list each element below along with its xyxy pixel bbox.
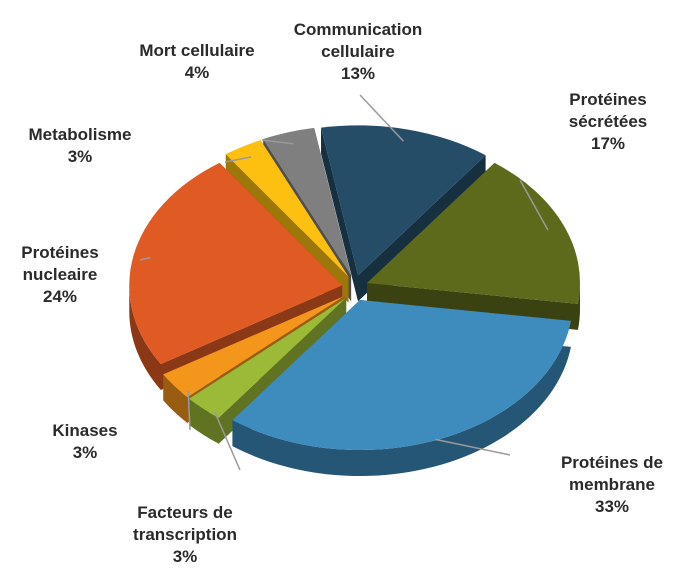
slice-label: Metabolisme 3% (5, 124, 155, 168)
leader-line (519, 179, 549, 231)
value-label: 3% (67, 147, 93, 166)
value-label: 33% (594, 497, 630, 516)
slice-label: Protéines sécrétées 17% (533, 89, 680, 155)
slice (188, 297, 347, 418)
slice (225, 140, 349, 277)
leader-line (261, 139, 294, 145)
category-label: Protéines de membrane (560, 453, 664, 494)
slice-label: Communication cellulaire 13% (283, 19, 433, 85)
leader-line (435, 438, 511, 456)
slice (321, 125, 486, 276)
category-label: Metabolisme (28, 125, 132, 144)
slice-label: Facteurs de transcription 3% (110, 502, 260, 568)
value-label: 3% (72, 443, 98, 462)
leader-line (187, 390, 191, 431)
value-label: 3% (172, 547, 198, 566)
slice-label: Protéines de membrane 33% (537, 452, 680, 518)
category-label: Facteurs de transcription (133, 503, 237, 544)
leader-line (359, 94, 404, 142)
leader-line (224, 156, 252, 163)
category-label: Kinases (52, 421, 118, 440)
slice (263, 127, 352, 276)
slice-label: Kinases 3% (10, 420, 160, 464)
leader-line (213, 411, 241, 471)
slice (129, 162, 343, 364)
leader-line (139, 256, 151, 261)
value-label: 4% (184, 63, 210, 82)
slice (232, 300, 571, 451)
value-label: 17% (590, 134, 626, 153)
category-label: Protéines nucleaire (21, 243, 99, 284)
category-label: Communication cellulaire (293, 20, 423, 61)
category-label: Protéines sécrétées (568, 90, 648, 131)
slice-label: Mort cellulaire 4% (122, 40, 272, 84)
value-label: 13% (340, 64, 376, 83)
slice-label: Protéines nucleaire 24% (0, 242, 135, 308)
value-label: 24% (42, 287, 78, 306)
slice (367, 162, 581, 304)
slice (163, 295, 345, 397)
category-label: Mort cellulaire (139, 41, 255, 60)
